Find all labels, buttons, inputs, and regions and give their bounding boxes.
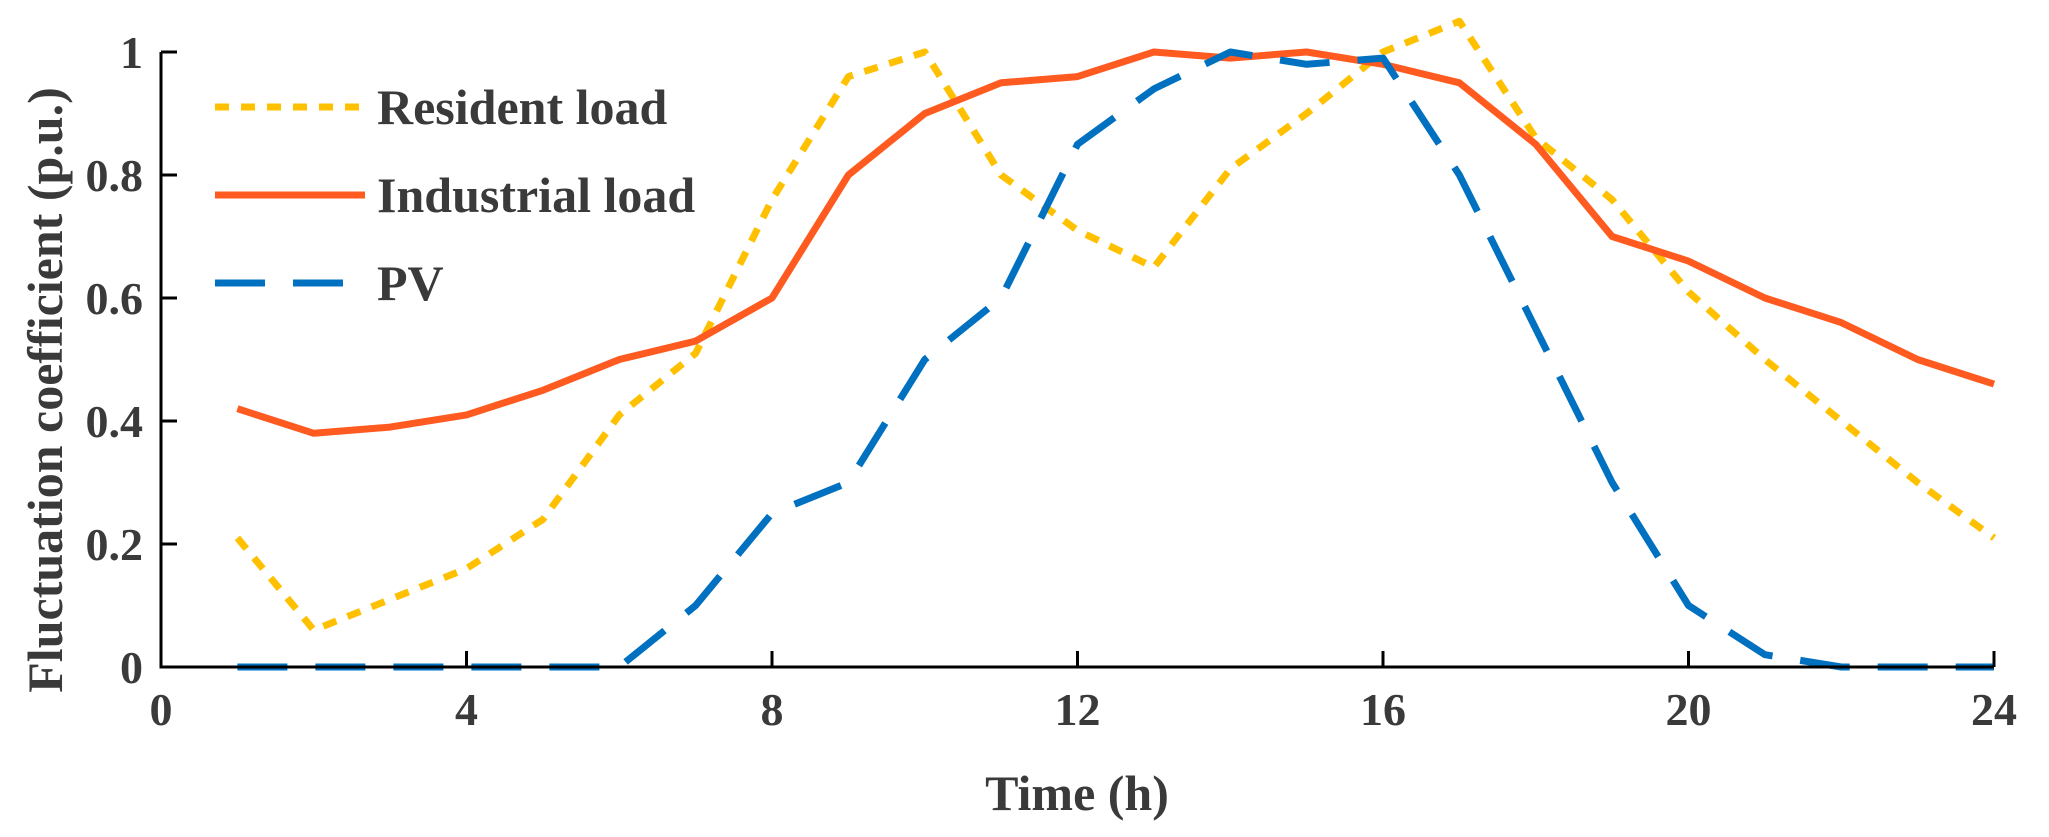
legend-label: Industrial load	[377, 167, 695, 223]
x-tick-label: 20	[1666, 684, 1712, 735]
series-layer	[234, 17, 1997, 671]
x-tick-label: 24	[1971, 684, 2017, 735]
x-tick-label: 8	[761, 684, 784, 735]
y-axis-title: Fluctuation coefficient (p.u.)	[17, 87, 73, 692]
y-tick-label: 0.6	[86, 273, 144, 324]
legend: Resident load Industrial load PV	[215, 79, 695, 311]
y-tick-label: 1	[120, 27, 143, 78]
series-line-industrial-load	[236, 48, 1996, 437]
legend-label: Resident load	[377, 79, 668, 135]
series-line-pv	[237, 48, 1994, 671]
x-tick-label: 0	[150, 684, 173, 735]
y-tick-label: 0.4	[86, 396, 144, 447]
legend-label: PV	[377, 255, 444, 311]
y-tick-label: 0	[120, 642, 143, 693]
x-tick-label: 12	[1055, 684, 1101, 735]
series-line-resident-load	[234, 17, 1997, 634]
y-tick-label: 0.2	[86, 519, 144, 570]
y-tick-label: 0.8	[86, 150, 144, 201]
x-tick-label: 4	[455, 684, 478, 735]
ticks: 0 4 8 12 16 20 24 0 0.2 0.4 0.6 0.8 1	[86, 27, 2018, 735]
x-tick-label: 16	[1360, 684, 1406, 735]
x-axis-title: Time (h)	[985, 765, 1169, 821]
